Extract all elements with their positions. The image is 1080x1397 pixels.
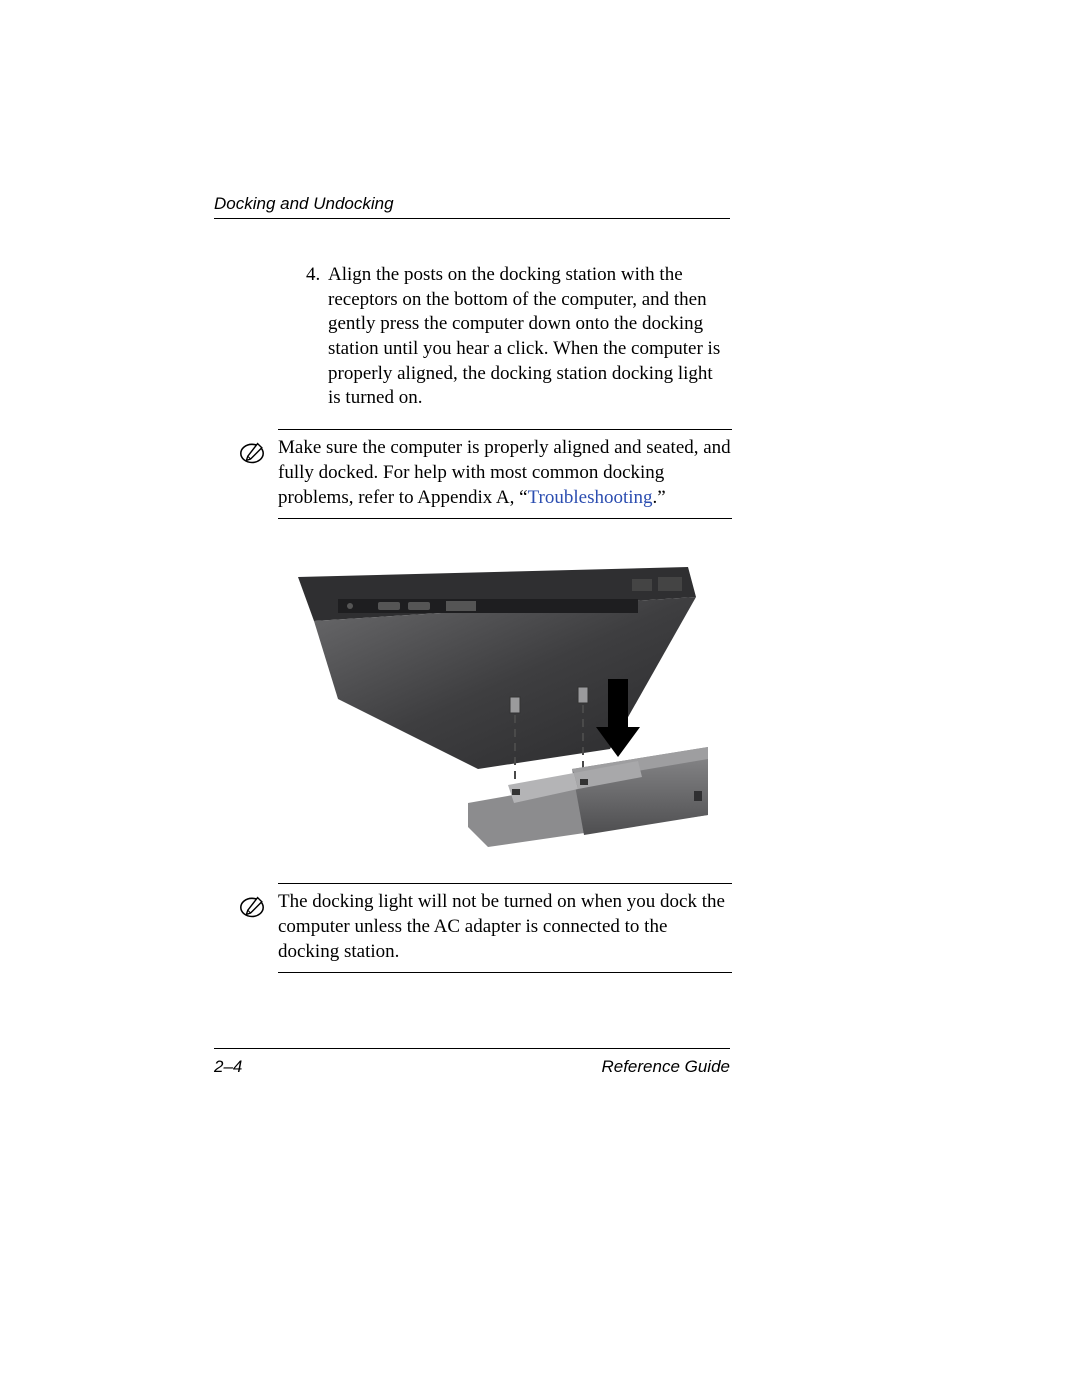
note2-text: The docking light will not be turned on … xyxy=(278,890,732,964)
step-number: 4. xyxy=(306,263,328,411)
footer-rule xyxy=(214,1048,730,1049)
note1-post: .” xyxy=(653,487,666,508)
step-text: Align the posts on the docking station w… xyxy=(328,263,726,411)
page-footer: 2–4 Reference Guide xyxy=(214,1048,730,1077)
note-pencil-icon xyxy=(238,436,278,471)
step-4: 4. Align the posts on the docking statio… xyxy=(306,263,726,411)
note2-bottom-rule xyxy=(278,972,732,973)
note-2: The docking light will not be turned on … xyxy=(238,890,732,964)
note2-top-rule xyxy=(278,883,732,884)
page-number: 2–4 xyxy=(214,1057,242,1077)
note-pencil-icon xyxy=(238,890,278,925)
note1-text: Make sure the computer is properly align… xyxy=(278,436,732,510)
note-1: Make sure the computer is properly align… xyxy=(238,436,732,510)
note1-top-rule xyxy=(278,429,732,430)
header-rule xyxy=(214,218,730,219)
troubleshooting-link[interactable]: Troubleshooting xyxy=(528,487,653,508)
guide-title: Reference Guide xyxy=(601,1057,730,1077)
docking-figure xyxy=(278,559,732,849)
note1-bottom-rule xyxy=(278,518,732,519)
running-head: Docking and Undocking xyxy=(214,194,730,214)
